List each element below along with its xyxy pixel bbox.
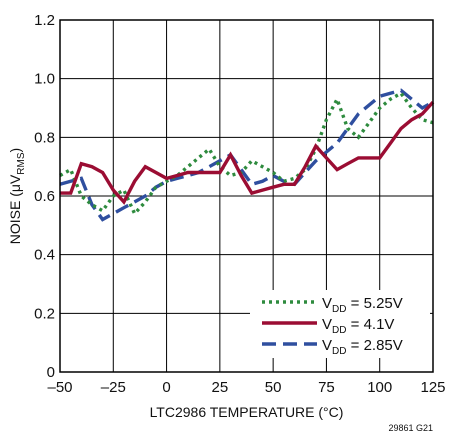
x-tick-label: 25 — [212, 379, 229, 396]
legend-label-rest: = 5.25V — [346, 295, 402, 312]
y-tick-label: 0.2 — [34, 305, 55, 322]
y-tick-label: 0.4 — [34, 247, 55, 264]
x-tick-label: –25 — [101, 379, 126, 396]
x-axis-title: LTC2986 TEMPERATURE (°C) — [150, 404, 344, 420]
legend-label-sub: DD — [332, 304, 346, 315]
y-tick-label: 0 — [47, 364, 55, 381]
x-tick-label: 75 — [318, 379, 335, 396]
figure-id: 29861 G21 — [388, 423, 433, 433]
legend-label-main: V — [322, 316, 332, 333]
legend-label-sub: DD — [332, 325, 346, 336]
legend-label-main: V — [322, 337, 332, 354]
y-tick-label: 0.8 — [34, 129, 55, 146]
y-axis-title-main: NOISE (μV — [7, 174, 23, 244]
series-line-solid — [60, 100, 435, 205]
grid-lines — [60, 20, 433, 372]
data-series — [59, 88, 435, 222]
legend-label-main: V — [322, 295, 332, 312]
legend-label: VDD = 2.85V — [322, 337, 403, 357]
legend-label: VDD = 5.25V — [322, 295, 403, 315]
y-axis-title-sub: RMS — [16, 152, 27, 175]
y-axis-title: NOISE (μVRMS) — [7, 148, 27, 244]
y-axis-title-end: ) — [7, 148, 23, 153]
y-tick-labels: 0 0.2 0.4 0.6 0.8 1.0 1.2 — [34, 12, 55, 381]
x-tick-labels: –50 –25 0 25 50 75 100 125 — [47, 379, 445, 396]
legend-label-rest: = 2.85V — [346, 337, 402, 354]
x-tick-label: 0 — [162, 379, 170, 396]
x-tick-label: –50 — [47, 379, 72, 396]
series-line-dotted — [59, 91, 434, 217]
legend-label: VDD = 4.1V — [322, 316, 394, 336]
x-tick-label: 100 — [367, 379, 392, 396]
series-line-dashed — [59, 88, 434, 222]
y-tick-label: 1.0 — [34, 71, 55, 88]
legend-label-sub: DD — [332, 346, 346, 357]
plot-frame — [59, 19, 434, 373]
y-tick-label: 1.2 — [34, 12, 55, 29]
legend-label-rest: = 4.1V — [346, 316, 394, 333]
x-tick-label: 50 — [265, 379, 282, 396]
y-tick-label: 0.6 — [34, 188, 55, 205]
x-tick-label: 125 — [420, 379, 445, 396]
